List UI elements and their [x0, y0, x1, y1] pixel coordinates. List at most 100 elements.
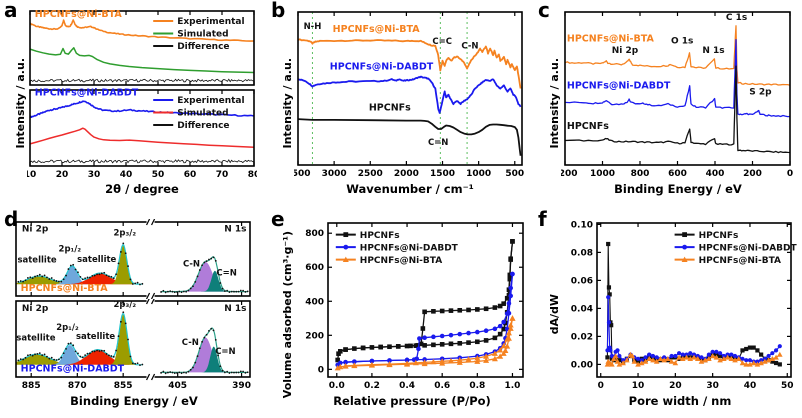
svg-text:40: 40 [744, 381, 757, 391]
svg-text:C-N: C-N [182, 338, 199, 348]
svg-text:O 1s: O 1s [671, 36, 693, 46]
svg-text:200: 200 [743, 169, 762, 179]
svg-text:10: 10 [27, 170, 36, 180]
svg-text:C=N: C=N [428, 138, 448, 148]
svg-text:855: 855 [114, 381, 133, 391]
svg-text:2500: 2500 [358, 169, 383, 179]
svg-text:0.06: 0.06 [571, 276, 593, 286]
svg-text:satellite: satellite [77, 255, 116, 265]
svg-text:Ni 2p: Ni 2p [22, 225, 49, 235]
svg-text:Difference: Difference [177, 121, 229, 131]
panel-b: b Intensity / a.u. 3500 3000 2500 2000 1500 1… [267, 0, 534, 209]
svg-text:0.0: 0.0 [329, 381, 345, 391]
svg-text:Simulated: Simulated [177, 30, 228, 40]
svg-text:600: 600 [305, 263, 324, 273]
isotherm-chart: 0.0 0.2 0.4 0.6 0.8 1.0 0 200 400 600 800 HPCNFs HPC… [305, 222, 524, 391]
svg-text:HPCNFs@Ni-BTA: HPCNFs@Ni-BTA [35, 9, 123, 20]
svg-text:satellite: satellite [16, 334, 55, 344]
svg-text:0.08: 0.08 [571, 248, 593, 258]
ftir-chart: 3500 3000 2500 2000 1500 1000 500 N-H HPCNFs@Ni-… [294, 11, 524, 179]
svg-text:N 1s: N 1s [702, 46, 724, 56]
panel-d-letter: d [4, 207, 19, 231]
svg-text:1000: 1000 [466, 169, 491, 179]
svg-text:Difference: Difference [177, 42, 229, 52]
svg-text:HPCNFs: HPCNFs [699, 231, 739, 241]
panel-e-letter: e [271, 207, 285, 231]
svg-text:50: 50 [152, 170, 165, 180]
panel-c-ylabel: Intensity / a.u. [547, 57, 561, 149]
panel-f-xlabel: Pore width / nm [628, 394, 732, 408]
svg-text:0.04: 0.04 [571, 304, 593, 314]
svg-text:3000: 3000 [322, 169, 347, 179]
svg-text:10: 10 [632, 381, 645, 391]
svg-text:0.8: 0.8 [469, 381, 485, 391]
svg-text:200: 200 [305, 331, 324, 341]
svg-text:600: 600 [668, 169, 687, 179]
svg-text:30: 30 [706, 381, 719, 391]
svg-text:2p₁/₂: 2p₁/₂ [59, 245, 82, 255]
xrd-chart-ni-bta: HPCNFs@Ni-BTA Experimental Simulated Differ… [29, 9, 255, 86]
svg-text:60: 60 [184, 170, 197, 180]
panel-a: a Intensity / a.u. HPCNFs@Ni-BTA Experime… [0, 0, 267, 209]
panel-e-xlabel: Relative pressure (P/Po) [333, 394, 491, 408]
svg-text:1200: 1200 [561, 169, 578, 179]
svg-text:C=N: C=N [216, 268, 236, 278]
svg-text:70: 70 [216, 170, 229, 180]
panel-c-xlabel: Binding Energy / eV [614, 182, 742, 196]
svg-text:0: 0 [787, 169, 793, 179]
svg-text:C 1s: C 1s [726, 13, 747, 23]
svg-text:C=N: C=N [215, 347, 235, 357]
svg-text:HPCNFs@Ni-BTA: HPCNFs@Ni-BTA [360, 256, 442, 266]
svg-text:390: 390 [232, 381, 251, 391]
svg-text:2p₃/₂: 2p₃/₂ [114, 300, 137, 310]
svg-text:0.10: 0.10 [571, 220, 593, 230]
pore-width-chart: 0 10 20 30 40 50 0.00 0.02 0.04 0.06 0.08 0.10 HPCNF… [571, 220, 798, 391]
panel-a-xlabel: 2θ / degree [105, 182, 179, 196]
svg-text:0.02: 0.02 [571, 332, 593, 342]
svg-text:405: 405 [168, 381, 187, 391]
panel-d-xlabel: Binding Energy / eV [70, 394, 198, 408]
svg-text:HPCNFs@Ni-DABDT: HPCNFs@Ni-DABDT [567, 81, 671, 92]
svg-text:0.00: 0.00 [571, 360, 593, 370]
svg-text:HPCNFs: HPCNFs [369, 103, 411, 114]
svg-text:1500: 1500 [430, 169, 455, 179]
panel-e-ylabel: Volume adsorbed (cm³·g⁻¹) [280, 230, 294, 399]
svg-text:500: 500 [505, 169, 524, 179]
xps-survey-chart: 1200 1000 800 600 400 200 0 C 1s O 1s N 1s Ni 2p S … [561, 11, 793, 179]
svg-text:satellite: satellite [17, 256, 56, 266]
svg-text:S 2p: S 2p [749, 87, 772, 97]
svg-text:885: 885 [22, 381, 41, 391]
svg-text:HPCNFs@Ni-BTA: HPCNFs@Ni-BTA [333, 24, 421, 35]
svg-text:HPCNFs@Ni-DABDT: HPCNFs@Ni-DABDT [699, 243, 798, 253]
svg-text:HPCNFs@Ni-DABDT: HPCNFs@Ni-DABDT [360, 243, 459, 253]
svg-text:Ni 2p: Ni 2p [612, 46, 639, 56]
svg-text:HPCNFs: HPCNFs [567, 121, 609, 132]
svg-text:0: 0 [598, 381, 604, 391]
svg-text:HPCNFs@Ni-DABDT: HPCNFs@Ni-DABDT [330, 61, 434, 72]
svg-text:HPCNFs: HPCNFs [360, 231, 400, 241]
svg-text:0.4: 0.4 [399, 381, 415, 391]
svg-text:Ni 2p: Ni 2p [22, 304, 49, 314]
svg-text:400: 400 [706, 169, 725, 179]
svg-text:400: 400 [305, 297, 324, 307]
svg-text:N 1s: N 1s [224, 225, 246, 235]
svg-text:40: 40 [120, 170, 133, 180]
panel-e: e Volume adsorbed (cm³·g⁻¹) 0.0 0.2 0.4 0.6… [267, 207, 534, 418]
svg-text:N-H: N-H [304, 22, 322, 32]
svg-text:C-N: C-N [183, 259, 200, 269]
panel-c: c Intensity / a.u. 1200 1000 800 600 400 200 0… [534, 0, 802, 209]
panel-f: f dA/dW 0 10 20 30 40 50 0.00 0.02 0.04 0.06 0.08 0… [534, 207, 802, 418]
svg-text:0.6: 0.6 [434, 381, 450, 391]
svg-text:0.2: 0.2 [364, 381, 380, 391]
svg-text:2p₁/₂: 2p₁/₂ [56, 323, 79, 333]
svg-text:80: 80 [248, 170, 257, 180]
svg-text:870: 870 [68, 381, 87, 391]
svg-text:HPCNFs@Ni-DABDT: HPCNFs@Ni-DABDT [35, 88, 139, 99]
svg-text:30: 30 [88, 170, 101, 180]
svg-text:20: 20 [669, 381, 682, 391]
svg-text:HPCNFs@Ni-BTA: HPCNFs@Ni-BTA [567, 34, 655, 45]
xps-hr-chart-ni-dabdt: 885 870 855 405 390 Ni 2p satellite2p₁/₂satell… [15, 299, 251, 391]
panel-f-ylabel: dA/dW [547, 294, 561, 335]
panel-c-letter: c [538, 0, 550, 22]
svg-text:HPCNFs@Ni-DABDT: HPCNFs@Ni-DABDT [21, 364, 125, 375]
